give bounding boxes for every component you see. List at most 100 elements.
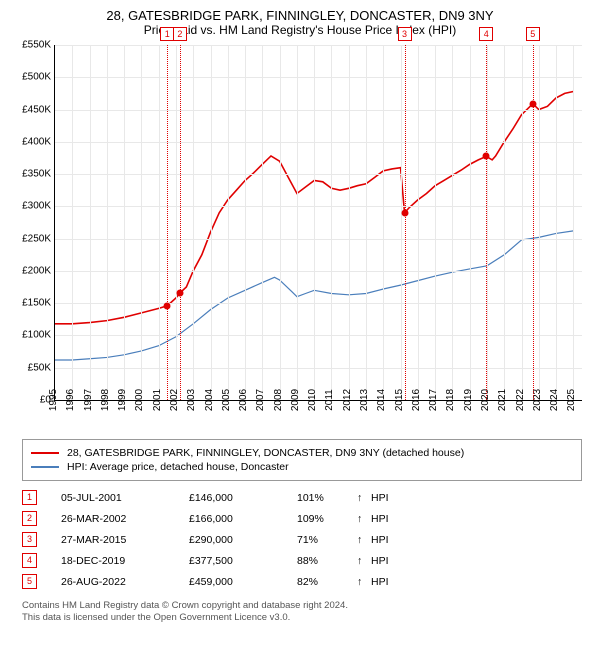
x-axis-tick-label: 2009 [286, 389, 301, 411]
x-axis-tick-label: 2015 [389, 389, 404, 411]
y-axis-tick-label: £250K [22, 233, 55, 244]
sale-date: 27-MAR-2015 [61, 534, 189, 546]
chart-container: 28, GATESBRIDGE PARK, FINNINGLEY, DONCAS… [0, 0, 600, 650]
sale-date: 26-MAR-2002 [61, 513, 189, 525]
sale-marker-line [486, 45, 487, 400]
x-axis-tick-label: 2022 [510, 389, 525, 411]
gridline-vertical [366, 45, 367, 400]
gridline-vertical [349, 45, 350, 400]
x-axis-tick-label: 2011 [321, 389, 336, 411]
x-axis-tick-label: 2025 [562, 389, 577, 411]
sale-hpi-label: HPI [371, 492, 389, 504]
y-axis-tick-label: £350K [22, 169, 55, 180]
footer-attribution: Contains HM Land Registry data © Crown c… [22, 600, 582, 625]
gridline-vertical [280, 45, 281, 400]
x-axis-tick-label: 2019 [459, 389, 474, 411]
legend-item: HPI: Average price, detached house, Donc… [31, 460, 573, 474]
sale-percent: 82% [297, 576, 357, 588]
gridline-vertical [573, 45, 574, 400]
arrow-up-icon: ↑ [357, 513, 371, 525]
sale-price: £377,500 [189, 555, 297, 567]
x-axis-tick-label: 1998 [96, 389, 111, 411]
arrow-up-icon: ↑ [357, 492, 371, 504]
footer-line: Contains HM Land Registry data © Crown c… [22, 600, 582, 612]
sales-table: 105-JUL-2001£146,000101%↑HPI226-MAR-2002… [22, 487, 582, 592]
sale-marker-dot [164, 302, 171, 309]
gridline-vertical [297, 45, 298, 400]
x-axis-tick-label: 2004 [199, 389, 214, 411]
legend-swatch [31, 466, 59, 468]
x-axis-tick-label: 2023 [528, 389, 543, 411]
chart-area: £0£50K£100K£150K£200K£250K£300K£350K£400… [54, 45, 582, 425]
x-axis-tick-label: 1999 [113, 389, 128, 411]
x-axis-tick-label: 2001 [148, 389, 163, 411]
sale-row: 105-JUL-2001£146,000101%↑HPI [22, 487, 582, 508]
y-axis-tick-label: £400K [22, 136, 55, 147]
gridline-vertical [331, 45, 332, 400]
gridline-horizontal [55, 174, 582, 175]
gridline-vertical [72, 45, 73, 400]
line-series-svg [55, 45, 582, 400]
gridline-horizontal [55, 206, 582, 207]
chart-title: 28, GATESBRIDGE PARK, FINNINGLEY, DONCAS… [10, 8, 590, 23]
gridline-vertical [245, 45, 246, 400]
sale-number-badge: 1 [22, 490, 37, 505]
sale-percent: 101% [297, 492, 357, 504]
x-axis-tick-label: 1996 [61, 389, 76, 411]
y-axis-tick-label: £150K [22, 298, 55, 309]
sale-marker-dot [529, 100, 536, 107]
legend-item: 28, GATESBRIDGE PARK, FINNINGLEY, DONCAS… [31, 446, 573, 460]
sale-marker-line [405, 45, 406, 400]
sale-marker-dot [176, 289, 183, 296]
sale-percent: 109% [297, 513, 357, 525]
gridline-horizontal [55, 110, 582, 111]
gridline-horizontal [55, 271, 582, 272]
gridline-vertical [522, 45, 523, 400]
gridline-vertical [228, 45, 229, 400]
sale-row: 327-MAR-2015£290,00071%↑HPI [22, 529, 582, 550]
gridline-horizontal [55, 45, 582, 46]
x-axis-tick-label: 2003 [182, 389, 197, 411]
sale-date: 26-AUG-2022 [61, 576, 189, 588]
gridline-horizontal [55, 303, 582, 304]
gridline-vertical [418, 45, 419, 400]
arrow-up-icon: ↑ [357, 576, 371, 588]
sale-marker-number: 4 [479, 27, 493, 41]
gridline-vertical [556, 45, 557, 400]
x-axis-tick-label: 2007 [251, 389, 266, 411]
y-axis-tick-label: £50K [28, 362, 55, 373]
x-axis-tick-label: 2006 [234, 389, 249, 411]
legend-label: 28, GATESBRIDGE PARK, FINNINGLEY, DONCAS… [67, 447, 464, 459]
sale-price: £459,000 [189, 576, 297, 588]
x-axis-tick-label: 2024 [545, 389, 560, 411]
gridline-vertical [539, 45, 540, 400]
x-axis-tick-label: 2000 [130, 389, 145, 411]
x-axis-tick-label: 2021 [493, 389, 508, 411]
sale-row: 526-AUG-2022£459,00082%↑HPI [22, 571, 582, 592]
chart-subtitle: Price paid vs. HM Land Registry's House … [10, 23, 590, 37]
gridline-vertical [159, 45, 160, 400]
x-axis-tick-label: 2013 [355, 389, 370, 411]
sale-percent: 88% [297, 555, 357, 567]
x-axis-tick-label: 2017 [424, 389, 439, 411]
legend-swatch [31, 452, 59, 454]
plot-region: £0£50K£100K£150K£200K£250K£300K£350K£400… [54, 45, 582, 401]
y-axis-tick-label: £200K [22, 265, 55, 276]
x-axis-tick-label: 2012 [338, 389, 353, 411]
sale-marker-line [167, 45, 168, 400]
sale-row: 226-MAR-2002£166,000109%↑HPI [22, 508, 582, 529]
sale-marker-number: 3 [398, 27, 412, 41]
sale-marker-line [533, 45, 534, 400]
sale-number-badge: 5 [22, 574, 37, 589]
y-axis-tick-label: £100K [22, 330, 55, 341]
y-axis-tick-label: £550K [22, 40, 55, 51]
gridline-vertical [193, 45, 194, 400]
footer-line: This data is licensed under the Open Gov… [22, 612, 582, 624]
gridline-vertical [470, 45, 471, 400]
legend: 28, GATESBRIDGE PARK, FINNINGLEY, DONCAS… [22, 439, 582, 481]
sale-marker-number: 5 [526, 27, 540, 41]
gridline-vertical [107, 45, 108, 400]
sale-price: £166,000 [189, 513, 297, 525]
arrow-up-icon: ↑ [357, 555, 371, 567]
gridline-vertical [383, 45, 384, 400]
